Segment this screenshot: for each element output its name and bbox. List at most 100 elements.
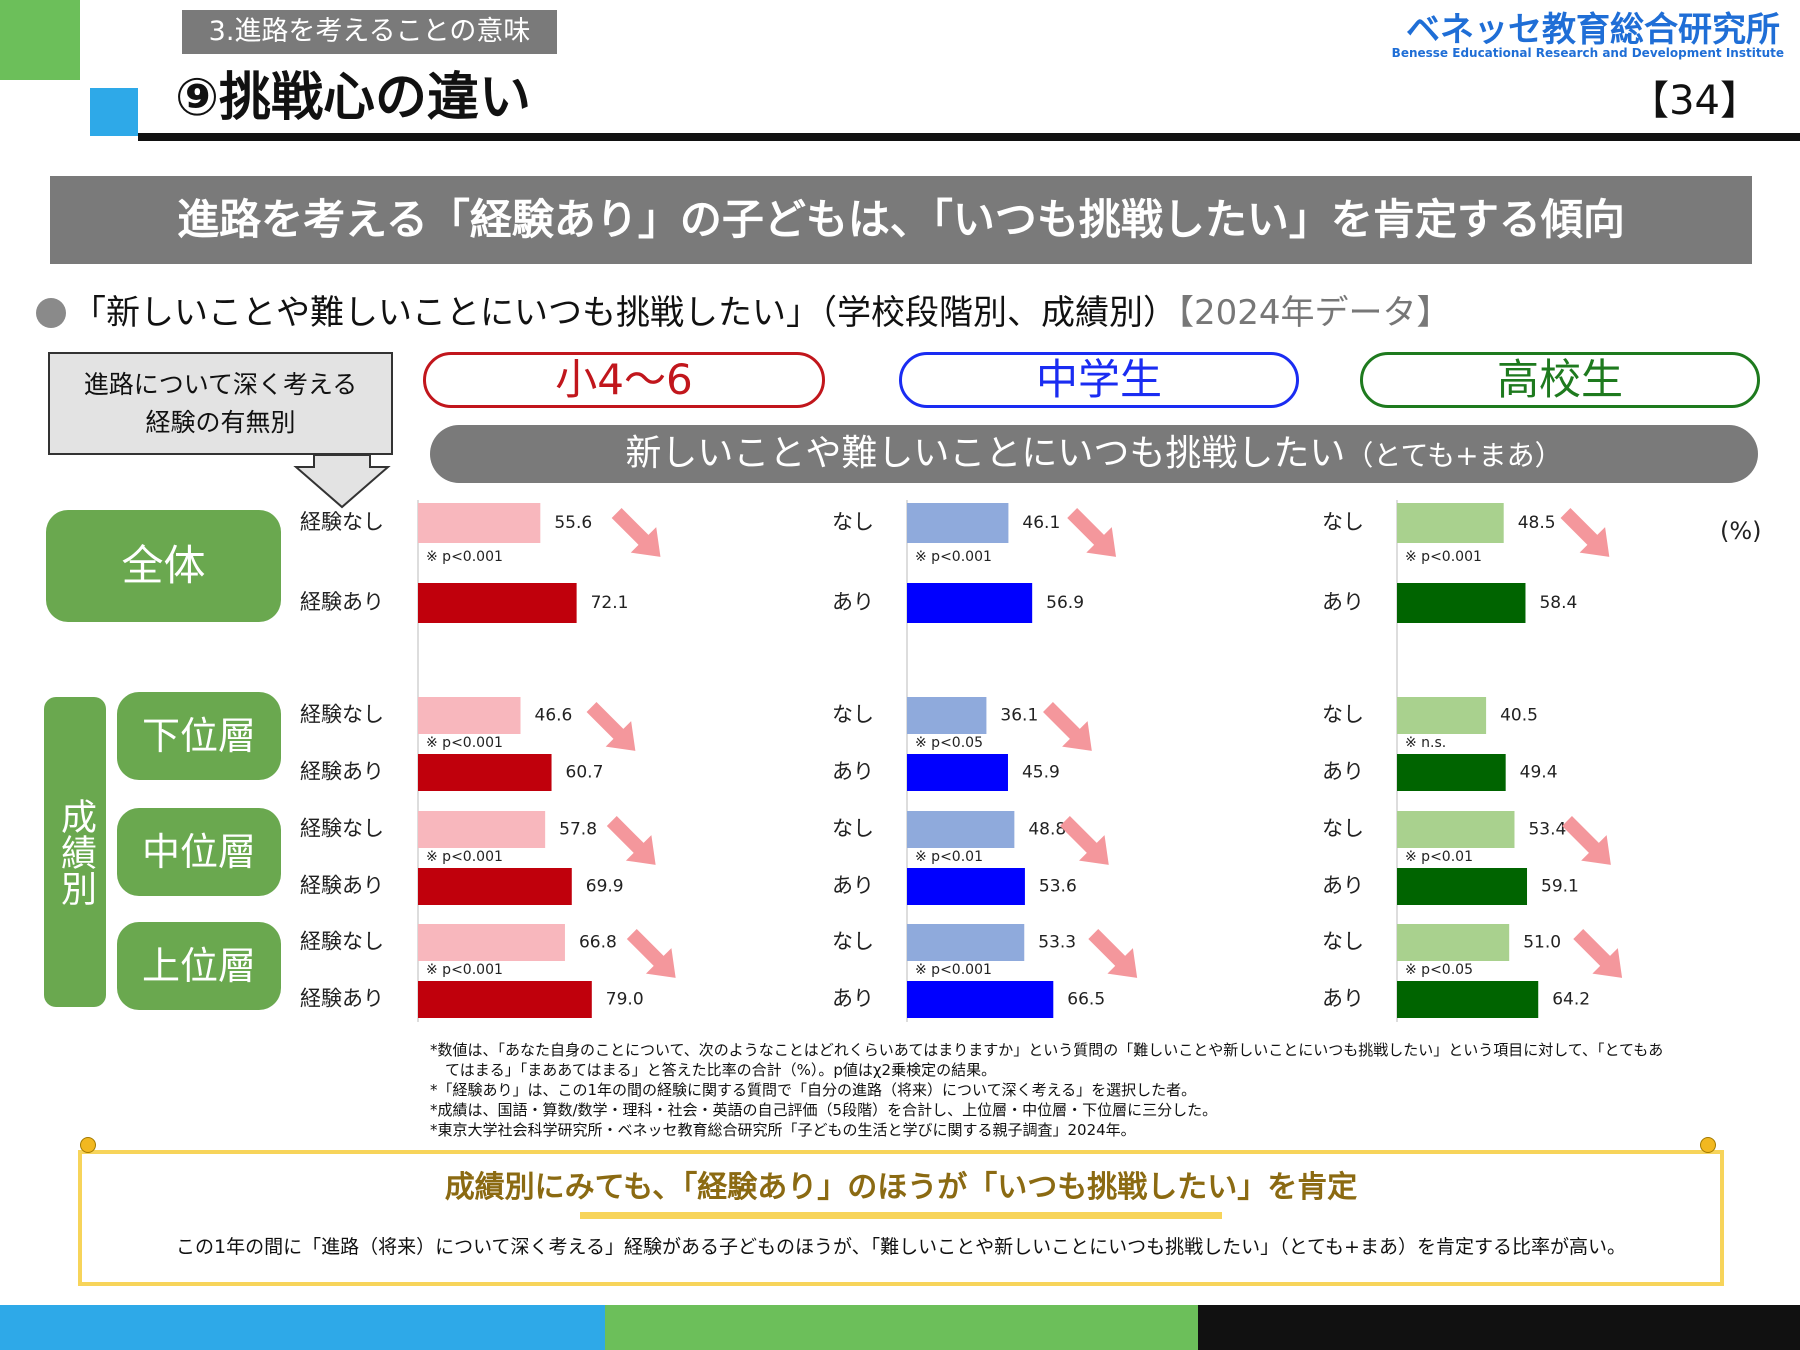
bar-none: [418, 697, 521, 734]
bar-none: [907, 811, 1015, 848]
group-label-grade-text: 成績別: [55, 798, 96, 906]
increase-arrow-icon: [1067, 508, 1117, 557]
group-label-all: 全体: [46, 510, 281, 622]
bar-experienced: [907, 981, 1054, 1018]
data-label-experienced: 45.9: [1022, 763, 1060, 783]
data-label-none: 48.5: [1518, 513, 1556, 533]
bar-none: [1397, 503, 1504, 543]
data-label-experienced: 79.0: [606, 990, 644, 1010]
increase-arrow-icon: [611, 508, 661, 557]
subtitle-year: 【2024年データ】: [1177, 293, 1451, 333]
increase-arrow-icon: [1560, 508, 1610, 557]
footnote: *東京大学社会科学研究所・ベネッセ教育総合研究所「子どもの生活と学びに関する親子…: [430, 1121, 1136, 1139]
row-label-experienced: あり: [1322, 590, 1364, 614]
data-label-experienced: 58.4: [1539, 593, 1577, 613]
data-label-none: 40.5: [1500, 706, 1538, 726]
question-note: （とても+まあ）: [1345, 439, 1563, 472]
significance-label: ※ p<0.01: [915, 849, 983, 865]
data-label-experienced: 56.9: [1046, 593, 1084, 613]
row-label-experienced: あり: [832, 590, 874, 614]
data-label-experienced: 49.4: [1520, 763, 1558, 783]
subtitle-text: 「新しいことや難しいことにいつも挑戦したい」（学校段階別、成績別）: [72, 293, 1177, 333]
data-label-experienced: 69.9: [586, 877, 624, 897]
chart-subtitle: 「新しいことや難しいことにいつも挑戦したい」（学校段階別、成績別）【2024年デ…: [72, 288, 1451, 338]
row-label-none: 経験なし: [300, 510, 384, 534]
increase-arrow-icon: [1088, 929, 1138, 978]
significance-label: ※ p<0.05: [915, 735, 983, 751]
school-level-elementary: 小4～6: [423, 352, 825, 408]
increase-arrow-icon: [586, 702, 636, 751]
conclusion-box: [78, 1150, 1724, 1286]
bullet-dot-icon: [36, 298, 66, 328]
increase-arrow-icon: [1573, 929, 1623, 978]
bar-experienced: [907, 754, 1008, 791]
row-label-none: なし: [1322, 930, 1364, 954]
data-label-none: 55.6: [554, 513, 592, 533]
row-label-none: なし: [1322, 817, 1364, 841]
row-label-experienced: 経験あり: [300, 987, 384, 1011]
significance-label: ※ p<0.001: [915, 549, 992, 565]
conclusion-title: 成績別にみても、「経験あり」のほうが「いつも挑戦したい」を肯定: [444, 1170, 1358, 1205]
bar-none: [907, 697, 987, 734]
header-green-square: [0, 0, 80, 80]
row-label-experienced: あり: [832, 874, 874, 898]
bar-experienced: [907, 583, 1033, 623]
data-label-none: 53.4: [1528, 820, 1566, 840]
page-number: 【34】: [1629, 78, 1760, 124]
bar-experienced: [1397, 583, 1526, 623]
footer-green-bar: [605, 1305, 1198, 1350]
group-label-low: 下位層: [117, 692, 281, 780]
footnote: *「経験あり」は、この1年の間の経験に関する質問で「自分の進路（将来）について深…: [430, 1081, 1197, 1099]
row-label-none: なし: [1322, 703, 1364, 727]
bar-none: [1397, 924, 1510, 961]
significance-label: ※ p<0.05: [1405, 962, 1473, 978]
footnote: *成績は、国語・算数/数学・理科・社会・英語の自己評価（5段階）を合計し、上位層…: [430, 1101, 1218, 1119]
significance-label: ※ n.s.: [1405, 735, 1446, 751]
increase-arrow-icon: [626, 929, 676, 978]
row-label-none: なし: [832, 817, 874, 841]
explanation-line-1: 進路について深く考える: [83, 370, 358, 399]
pin-icon: [1700, 1137, 1716, 1153]
significance-label: ※ p<0.001: [426, 962, 503, 978]
question-text: 新しいことや難しいことにいつも挑戦したい: [625, 433, 1346, 474]
header-blue-square: [90, 88, 138, 136]
bar-none: [418, 924, 565, 961]
row-label-experienced: 経験あり: [300, 590, 384, 614]
logo-english: Benesse Educational Research and Develop…: [1391, 46, 1784, 60]
row-label-experienced: あり: [832, 987, 874, 1011]
row-label-experienced: 経験あり: [300, 874, 384, 898]
row-label-none: なし: [1322, 510, 1364, 534]
title-rule: [138, 133, 1800, 141]
row-label-experienced: あり: [1322, 874, 1364, 898]
increase-arrow-icon: [606, 816, 656, 865]
explanation-box: 進路について深く考える 経験の有無別: [48, 352, 393, 455]
data-label-none: 48.8: [1028, 820, 1066, 840]
page-title: ⑨挑戦心の違い: [175, 68, 532, 128]
row-label-experienced: あり: [832, 760, 874, 784]
row-label-none: なし: [832, 510, 874, 534]
footnote: *数値は、「あなた自身のことについて、次のようなことはどれくらいあてはまりますか…: [430, 1041, 1664, 1059]
bar-experienced: [1397, 981, 1539, 1018]
section-label: 3.進路を考えることの意味: [182, 10, 557, 54]
data-label-none: 46.1: [1022, 513, 1060, 533]
bar-none: [418, 503, 541, 543]
headline-banner: 進路を考える「経験あり」の子どもは、「いつも挑戦したい」を肯定する傾向: [50, 176, 1752, 264]
data-label-none: 53.3: [1038, 933, 1076, 953]
row-label-experienced: 経験あり: [300, 760, 384, 784]
data-label-experienced: 60.7: [566, 763, 604, 783]
bar-none: [1397, 811, 1515, 848]
conclusion-body: この1年の間に「進路（将来）について深く考える」経験がある子どものほうが、「難し…: [176, 1236, 1626, 1258]
footnote: てはまる」「まああてはまる」と答えた比率の合計（%）。p値はχ2乗検定の結果。: [430, 1061, 997, 1079]
group-label-mid: 中位層: [117, 808, 281, 896]
significance-label: ※ p<0.001: [915, 962, 992, 978]
bar-experienced: [1397, 868, 1528, 905]
group-label-grade: 成績別: [44, 697, 106, 1007]
conclusion-underline: [580, 1212, 1222, 1219]
data-label-experienced: 59.1: [1541, 877, 1579, 897]
unit-label: (%): [1720, 517, 1762, 545]
increase-arrow-icon: [1562, 816, 1611, 865]
question-bar: 新しいことや難しいことにいつも挑戦したい（とても+まあ）: [430, 425, 1758, 483]
data-label-none: 46.6: [535, 706, 573, 726]
row-label-none: なし: [832, 930, 874, 954]
